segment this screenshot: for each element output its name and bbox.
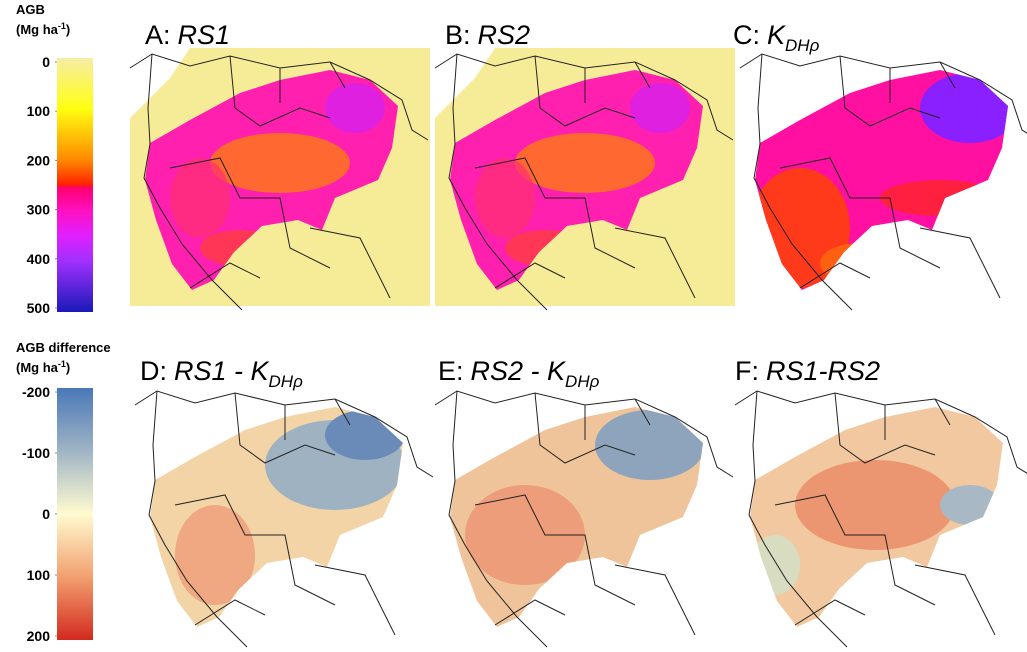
colorbar-tick-label: 0: [42, 54, 50, 70]
colorbar-tick-label: 200: [27, 628, 51, 644]
colorbar: [57, 58, 93, 312]
map-c: [740, 48, 1027, 310]
colorbar-tick-label: 0: [42, 506, 50, 522]
map-a: [130, 48, 430, 310]
unit-end: ): [66, 360, 70, 375]
panel-title: RS2: [478, 20, 531, 50]
panel-title: RS2 - K: [471, 356, 567, 386]
colorbar-tick-label: 300: [27, 202, 51, 218]
unit-end: ): [66, 22, 70, 37]
colorbar-tick-label: 100: [27, 567, 51, 583]
panel-letter: C:: [733, 20, 760, 50]
panel-letter: D:: [140, 356, 167, 386]
colorbar-tick-label: -100: [22, 445, 50, 461]
unit-exponent: -1: [58, 359, 66, 369]
colorbar-title: AGB: [16, 2, 45, 17]
panel-letter: A:: [145, 20, 171, 50]
unit: (Mg ha: [16, 22, 59, 37]
panel-title: K: [767, 20, 786, 50]
panel-subscript: DHρ: [269, 372, 304, 391]
panel-label: B: RS2: [445, 20, 530, 50]
panel-letter: F:: [735, 356, 759, 386]
panel-label: A: RS1: [145, 20, 230, 50]
panel-letter: B:: [445, 20, 471, 50]
map-e: [435, 385, 735, 647]
panel-title: RS1-RS2: [766, 356, 880, 386]
panel-letter: E:: [438, 356, 464, 386]
unit: (Mg ha: [16, 360, 59, 375]
panel-label: C: KDHρ: [733, 20, 820, 55]
colorbar-tick-label: 500: [27, 300, 51, 316]
colorbar-unit: (Mg ha-1): [16, 21, 70, 37]
panel-label: F: RS1-RS2: [735, 356, 880, 386]
panel-label: E: RS2 - KDHρ: [438, 356, 600, 391]
unit-exponent: -1: [58, 21, 66, 31]
colorbar-unit: (Mg ha-1): [16, 359, 70, 375]
colorbar-tick-label: -200: [22, 384, 50, 400]
map-b: [435, 48, 735, 310]
map-f: [735, 385, 1027, 647]
panel-subscript: DHρ: [785, 36, 820, 55]
colorbar-tick-label: 100: [27, 103, 51, 119]
colorbar-title: AGB difference: [16, 340, 111, 355]
colorbar: [57, 388, 93, 640]
panel-label: D: RS1 - KDHρ: [140, 356, 303, 391]
panel-subscript: DHρ: [565, 372, 600, 391]
panel-title: RS1 - K: [174, 356, 270, 386]
panel-title: RS1: [178, 20, 231, 50]
map-d: [135, 385, 435, 647]
colorbar-tick-label: 200: [27, 152, 51, 168]
colorbar-tick-label: 400: [27, 251, 51, 267]
